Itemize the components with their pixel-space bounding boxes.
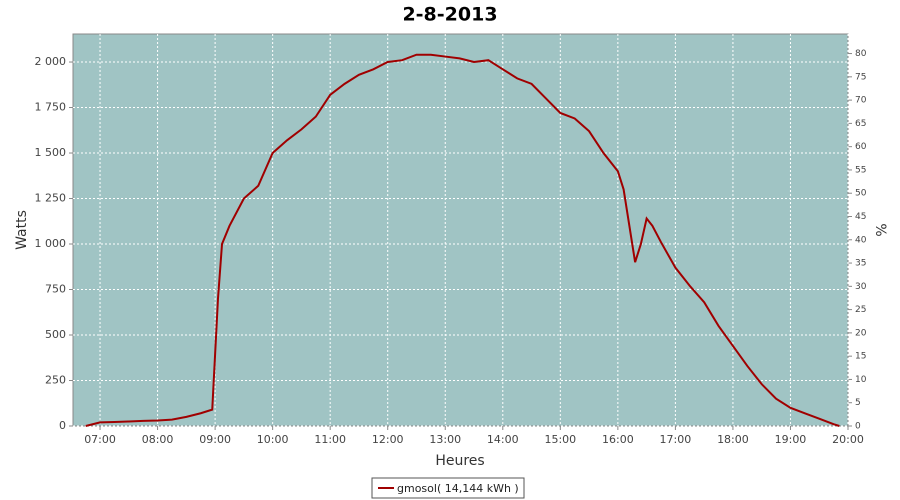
y2-tick-label: 0 [855,422,861,432]
x-tick-label: 07:00 [84,433,116,446]
x-tick-label: 12:00 [372,433,404,446]
y-tick-label: 250 [45,374,66,387]
y2-tick-label: 35 [855,259,866,269]
x-tick-label: 15:00 [544,433,576,446]
y2-tick-label: 50 [855,189,867,199]
x-tick-label: 17:00 [660,433,692,446]
y2-tick-label: 40 [855,235,867,245]
y-tick-label: 2 000 [35,55,67,68]
y2-tick-label: 5 [855,398,861,408]
y2-tick-label: 15 [855,352,866,362]
x-tick-label: 18:00 [717,433,749,446]
x-tick-label: 16:00 [602,433,634,446]
x-tick-label: 08:00 [142,433,174,446]
y-tick-label: 1 750 [35,101,67,114]
y2-tick-label: 75 [855,72,866,82]
x-tick-label: 09:00 [199,433,231,446]
y2-tick-label: 55 [855,165,866,175]
x-tick-label: 14:00 [487,433,519,446]
y2-tick-label: 45 [855,212,866,222]
legend-box [371,477,525,499]
x-tick-label: 11:00 [314,433,346,446]
chart-title: 2-8-2013 [402,4,497,26]
y-axis-label: Watts [14,210,30,250]
plot-area [72,33,849,427]
y2-tick-label: 30 [855,282,867,292]
y2-tick-label: 80 [855,49,867,59]
x-tick-label: 13:00 [429,433,461,446]
data-line [85,53,840,427]
x-tick-label: 20:00 [832,433,864,446]
y-tick-label: 750 [45,283,66,296]
x-tick-label: 10:00 [257,433,289,446]
y-tick-label: 0 [59,419,66,432]
legend-label: gmosol( 14,144 kWh ) [397,482,519,495]
y-tick-label: 1 500 [35,146,67,159]
y2-tick-label: 65 [855,119,866,129]
y2-tick-label: 60 [855,142,867,152]
y2-tick-label: 25 [855,305,866,315]
x-tick-label: 19:00 [775,433,807,446]
y2-tick-label: 10 [855,375,867,385]
y-tick-label: 1 250 [35,192,67,205]
y2-axis-label: % [872,223,888,236]
x-axis-label: Heures [435,453,484,469]
y-tick-label: 1 000 [35,237,67,250]
y2-tick-label: 70 [855,96,867,106]
y2-tick-label: 20 [855,328,867,338]
y-tick-label: 500 [45,328,66,341]
